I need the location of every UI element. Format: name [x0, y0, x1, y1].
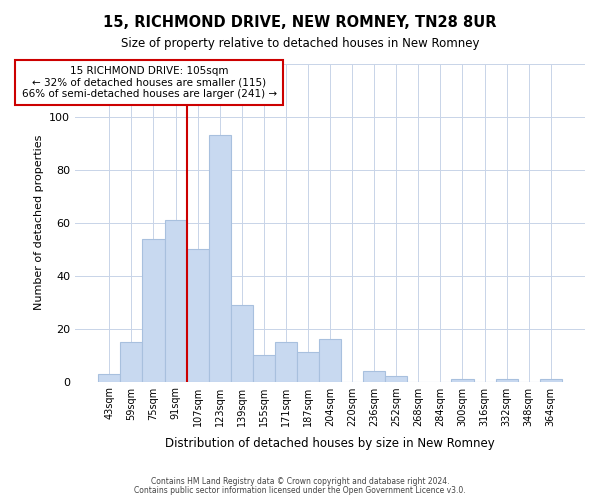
Bar [275, 342, 297, 382]
Text: Contains public sector information licensed under the Open Government Licence v3: Contains public sector information licen… [134, 486, 466, 495]
Bar [253, 355, 275, 382]
Bar [231, 305, 253, 382]
Text: 15 RICHMOND DRIVE: 105sqm
← 32% of detached houses are smaller (115)
66% of semi: 15 RICHMOND DRIVE: 105sqm ← 32% of detac… [22, 66, 277, 99]
Bar [142, 238, 164, 382]
Bar [209, 136, 231, 382]
Text: 15, RICHMOND DRIVE, NEW ROMNEY, TN28 8UR: 15, RICHMOND DRIVE, NEW ROMNEY, TN28 8UR [103, 15, 497, 30]
Bar [363, 371, 385, 382]
Bar [98, 374, 121, 382]
Bar [187, 249, 209, 382]
Bar [121, 342, 142, 382]
Text: Contains HM Land Registry data © Crown copyright and database right 2024.: Contains HM Land Registry data © Crown c… [151, 477, 449, 486]
Bar [451, 379, 473, 382]
Bar [164, 220, 187, 382]
Bar [540, 379, 562, 382]
Y-axis label: Number of detached properties: Number of detached properties [34, 135, 44, 310]
Bar [496, 379, 518, 382]
Text: Size of property relative to detached houses in New Romney: Size of property relative to detached ho… [121, 38, 479, 51]
X-axis label: Distribution of detached houses by size in New Romney: Distribution of detached houses by size … [165, 437, 495, 450]
Bar [297, 352, 319, 382]
Bar [385, 376, 407, 382]
Bar [319, 339, 341, 382]
